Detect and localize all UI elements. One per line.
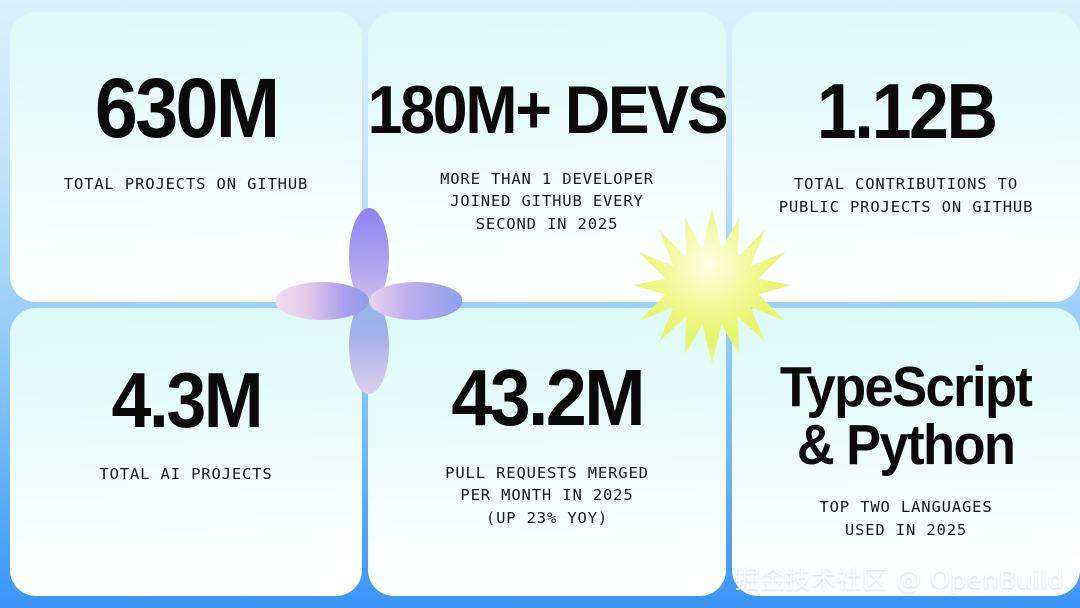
- watermark-text: 掘金技术社区 @ OpenBuild: [734, 565, 1064, 594]
- stat-caption: TOTAL CONTRIBUTIONS TO PUBLIC PROJECTS O…: [778, 175, 1034, 216]
- stat-card-total-projects: 630M TOTAL PROJECTS ON GITHUB: [10, 12, 362, 302]
- stat-card-total-ai-projects: 4.3M TOTAL AI PROJECTS: [10, 308, 362, 596]
- stat-caption: TOTAL AI PROJECTS: [99, 465, 273, 484]
- stats-card-grid: 630M TOTAL PROJECTS ON GITHUB 180M+ DEVS…: [10, 12, 1080, 596]
- stat-headline: 630M: [94, 61, 280, 155]
- stat-card-pull-requests-merged: 43.2M PULL REQUESTS MERGED PER MONTH IN …: [368, 308, 726, 596]
- stat-card-total-contributions: 1.12B TOTAL CONTRIBUTIONS TO PUBLIC PROJ…: [732, 12, 1080, 302]
- stat-caption: TOTAL PROJECTS ON GITHUB: [63, 174, 309, 193]
- stat-card-top-languages: TypeScript & Python TOP TWO LANGUAGES US…: [732, 308, 1080, 596]
- stat-headline: 4.3M: [111, 356, 263, 444]
- stat-headline: 180M+ DEVS: [368, 72, 726, 148]
- stat-caption: MORE THAN 1 DEVELOPER JOINED GITHUB EVER…: [440, 169, 654, 233]
- stat-headline: TypeScript & Python: [780, 355, 1033, 478]
- stat-caption: PULL REQUESTS MERGED PER MONTH IN 2025 (…: [445, 464, 649, 527]
- stat-card-total-devs: 180M+ DEVS MORE THAN 1 DEVELOPER JOINED …: [368, 12, 726, 302]
- stat-caption: TOP TWO LANGUAGES USED IN 2025: [819, 498, 993, 539]
- stat-headline: 43.2M: [451, 353, 645, 442]
- stat-headline: 1.12B: [816, 67, 998, 155]
